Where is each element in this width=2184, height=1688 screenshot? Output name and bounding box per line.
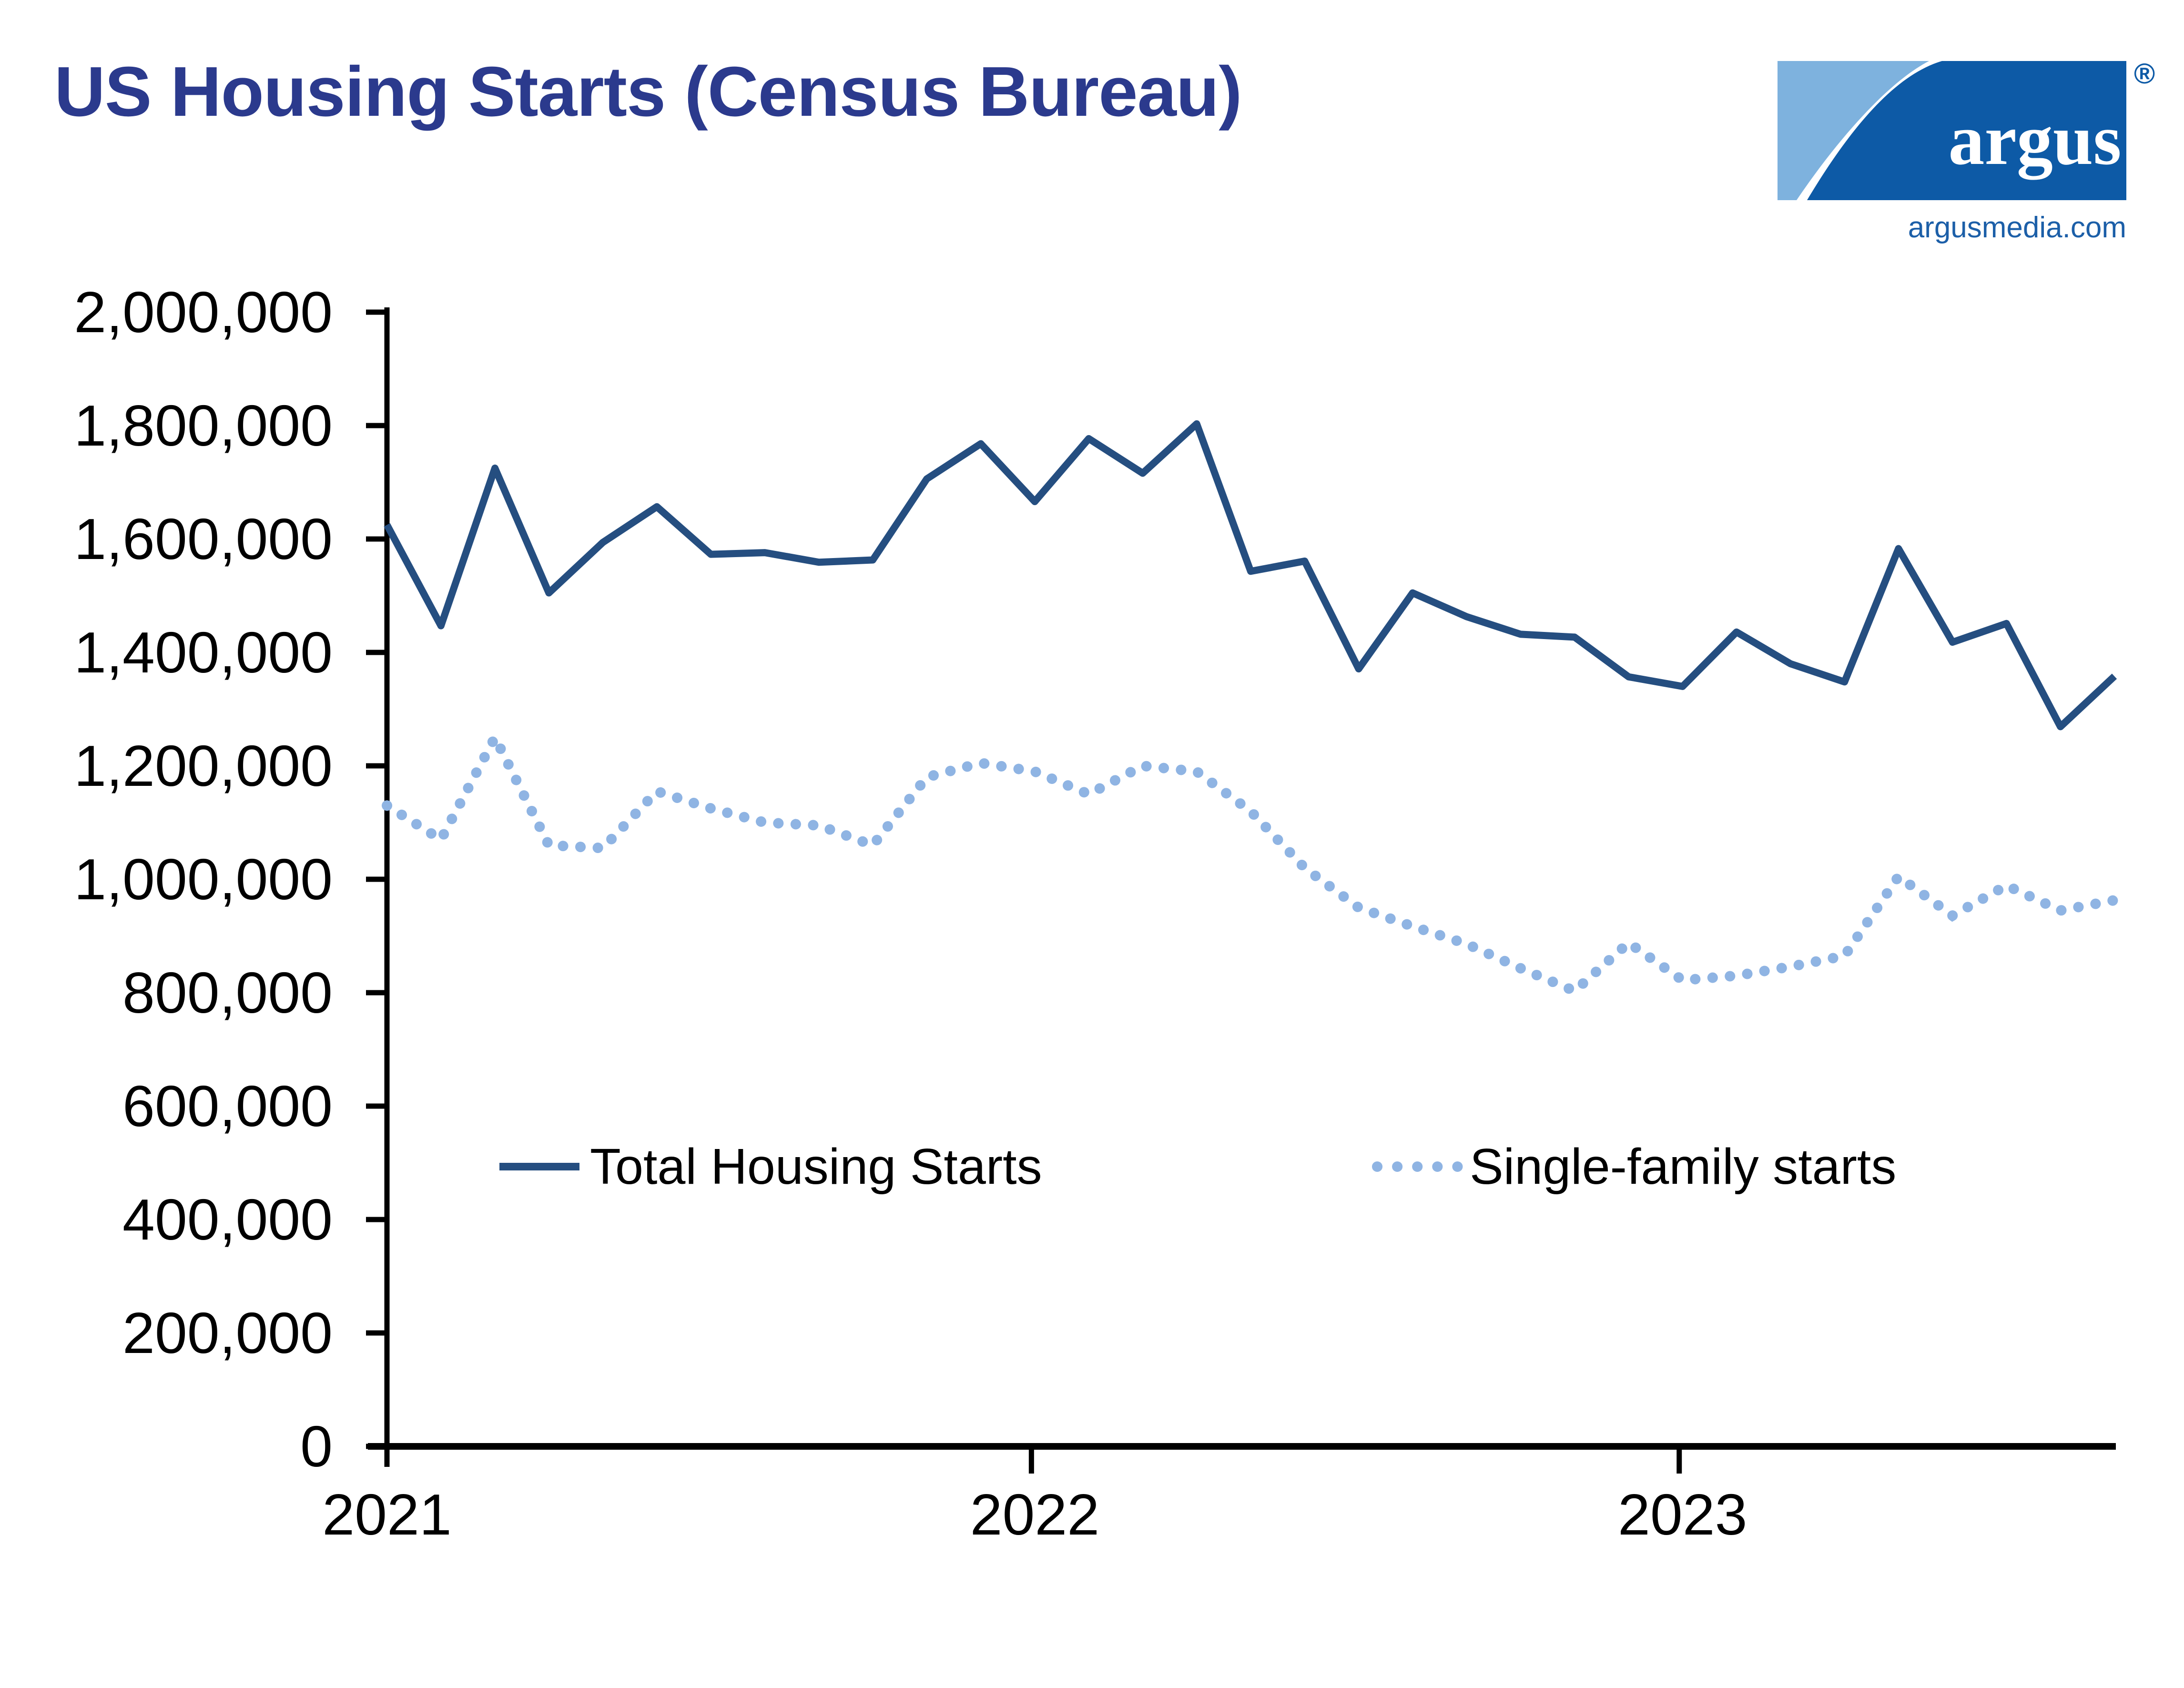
x-axis-tick-label: 2021: [322, 1482, 452, 1547]
registered-trademark-icon: ®: [2134, 58, 2155, 90]
y-axis-tick-label: 200,000: [122, 1301, 333, 1365]
y-axis-tick-label: 1,600,000: [74, 507, 333, 571]
logo-light-swoosh: [1778, 61, 1929, 200]
y-axis-tick-label: 1,400,000: [74, 620, 333, 685]
series-total-line: [384, 420, 2117, 731]
argus-logo: argus: [1778, 61, 2126, 200]
legend-label-total: Total Housing Starts: [590, 1139, 1042, 1195]
y-axis-tick-label: 800,000: [122, 960, 333, 1025]
y-axis-ticks: [366, 309, 387, 1449]
logo-dark-swoosh: [1807, 61, 2126, 200]
argus-logo-graphic: argus: [1778, 61, 2126, 200]
x-axis-ticks: [1028, 1446, 1682, 1474]
y-axis-tick-label: 2,000,000: [74, 280, 333, 345]
logo-website: argusmedia.com: [1908, 211, 2126, 244]
y-axis-tick-label: 1,000,000: [74, 847, 333, 912]
y-axis-tick-label: 400,000: [122, 1187, 333, 1252]
argus-logo-wordmark: argus: [1948, 100, 2121, 180]
x-axis-tick-label: 2022: [970, 1482, 1100, 1547]
y-axis-tick-label: 1,800,000: [74, 393, 333, 458]
series-single-family-line: [382, 726, 2120, 997]
y-axis-tick-label: 0: [300, 1414, 333, 1479]
page-title: US Housing Starts (Census Bureau): [54, 52, 1242, 131]
x-axis-tick-label: 2023: [1618, 1482, 1747, 1547]
y-axis-tick-label: 600,000: [122, 1074, 333, 1139]
y-axis-tick-label: 1,200,000: [74, 733, 333, 798]
legend-label-single-family: Single-family starts: [1470, 1139, 1897, 1195]
